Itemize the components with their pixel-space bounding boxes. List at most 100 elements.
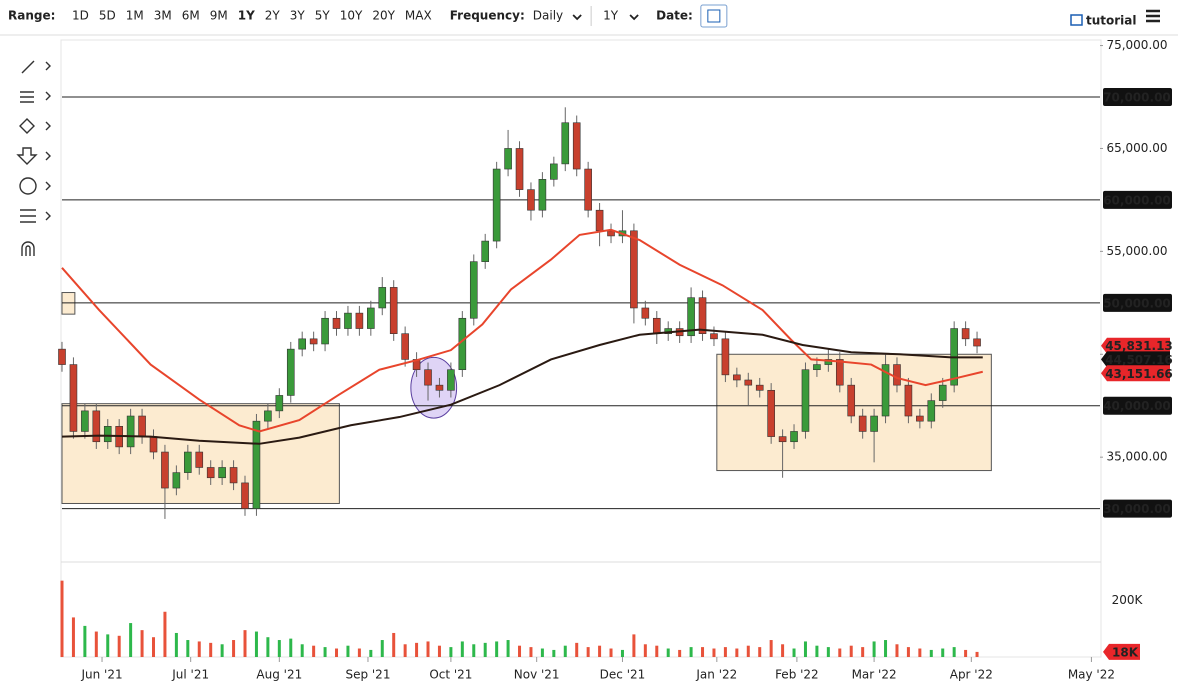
- range-button[interactable]: 1M: [126, 9, 144, 23]
- candle-body: [916, 415, 924, 422]
- magnet-tool[interactable]: [21, 241, 35, 256]
- candle-body: [584, 168, 592, 211]
- candle-body: [721, 338, 730, 376]
- frequency-select[interactable]: Daily: [533, 9, 563, 23]
- annotation-tool[interactable]: [19, 177, 51, 195]
- candle-body: [161, 451, 169, 489]
- volume-bar: [712, 648, 716, 657]
- volume-bar: [540, 648, 544, 657]
- volume-bar: [472, 644, 476, 657]
- candle-body: [927, 400, 936, 422]
- range-button[interactable]: 1Y: [238, 9, 255, 23]
- menu-icon[interactable]: [1146, 9, 1160, 23]
- candle-body: [264, 410, 272, 422]
- price-label-box: [1101, 337, 1170, 354]
- volume-bar: [941, 648, 945, 657]
- candle-body: [790, 431, 798, 443]
- tutorial-icon: [1070, 14, 1083, 26]
- volume-bar: [701, 647, 705, 657]
- range-button[interactable]: 10Y: [340, 9, 363, 23]
- arrow-tool[interactable]: [16, 147, 51, 165]
- volume-tick-label: 200K: [1112, 593, 1144, 607]
- range-button[interactable]: 5Y: [315, 9, 331, 23]
- x-tick-label: Mar '22: [852, 668, 897, 682]
- range-button[interactable]: 2Y: [265, 9, 281, 23]
- candle-body: [286, 348, 295, 396]
- candle-body: [698, 297, 707, 334]
- volume-bar: [335, 648, 339, 657]
- range-button[interactable]: 5D: [99, 9, 116, 23]
- volume-bar: [735, 648, 739, 657]
- volume-bar: [575, 642, 579, 657]
- volume-last-label: 18K: [1112, 645, 1139, 659]
- y-tick-label: 35,000.00: [1106, 450, 1167, 464]
- candle-body: [492, 168, 501, 242]
- candle-body: [424, 369, 432, 386]
- date-label: Date:: [656, 9, 693, 23]
- volume-bar: [152, 637, 156, 657]
- volume-bar: [140, 630, 144, 657]
- candle-body: [275, 395, 284, 412]
- candle-body: [813, 364, 821, 371]
- candle-body: [938, 384, 947, 401]
- volume-bar: [83, 625, 87, 657]
- range-button[interactable]: 3M: [154, 9, 172, 23]
- y-tick-label: 60,000.00: [1103, 193, 1171, 207]
- pattern-tool[interactable]: [20, 209, 51, 223]
- range-button[interactable]: MAX: [405, 9, 432, 23]
- x-tick-label: Jan '22: [695, 668, 737, 682]
- volume-bar: [952, 647, 956, 657]
- candle-body: [298, 338, 306, 350]
- candle-body: [218, 467, 226, 479]
- candle-body: [126, 415, 135, 448]
- x-tick-label: Aug '21: [256, 668, 302, 682]
- range-button[interactable]: 9M: [210, 9, 228, 23]
- volume-bar: [918, 648, 922, 657]
- candle-body: [389, 287, 398, 334]
- moving-average-line: [61, 228, 983, 433]
- candle-body: [835, 359, 844, 386]
- x-tick-label: Nov '21: [514, 668, 560, 682]
- volume-bar: [758, 647, 762, 657]
- range-button[interactable]: 1D: [72, 9, 89, 23]
- period-select[interactable]: 1Y: [603, 9, 619, 23]
- candle-body: [58, 348, 66, 365]
- candle-body: [847, 384, 856, 417]
- tutorial-link[interactable]: tutorial: [1086, 14, 1137, 28]
- candle-body: [332, 317, 341, 329]
- candle-body: [469, 261, 478, 319]
- candle-body: [149, 436, 158, 453]
- volume-bar: [723, 647, 727, 657]
- date-picker[interactable]: [700, 4, 728, 28]
- volume-bar: [266, 637, 270, 657]
- volume-bar: [929, 649, 933, 657]
- volume-bar: [666, 648, 670, 657]
- candle-body: [778, 436, 787, 443]
- range-button[interactable]: 20Y: [372, 9, 395, 23]
- range-button[interactable]: 3Y: [290, 9, 306, 23]
- volume-bar: [586, 647, 590, 657]
- zone-rectangle: [61, 292, 76, 315]
- range-button[interactable]: 6M: [182, 9, 200, 23]
- volume-bar: [506, 640, 510, 657]
- candle-body: [630, 230, 638, 309]
- candle-body: [550, 163, 558, 180]
- frequency-label: Frequency:: [450, 9, 525, 23]
- candle-body: [184, 451, 192, 473]
- volume-bar: [449, 647, 453, 657]
- volume-bar: [186, 640, 190, 657]
- candle-body: [652, 317, 661, 334]
- plot-frame: [60, 39, 1102, 658]
- volume-bar: [598, 645, 602, 657]
- volume-bar: [392, 632, 396, 657]
- volume-bar: [106, 634, 110, 657]
- line-tool[interactable]: [21, 60, 51, 74]
- volume-bar: [678, 649, 682, 657]
- candle-body: [321, 317, 329, 345]
- candle-body: [481, 240, 490, 262]
- volume-bar: [174, 632, 178, 657]
- volume-bar: [815, 645, 819, 657]
- fib-tool[interactable]: [20, 91, 51, 103]
- shape-tool[interactable]: [19, 118, 51, 134]
- volume-bar: [71, 617, 75, 657]
